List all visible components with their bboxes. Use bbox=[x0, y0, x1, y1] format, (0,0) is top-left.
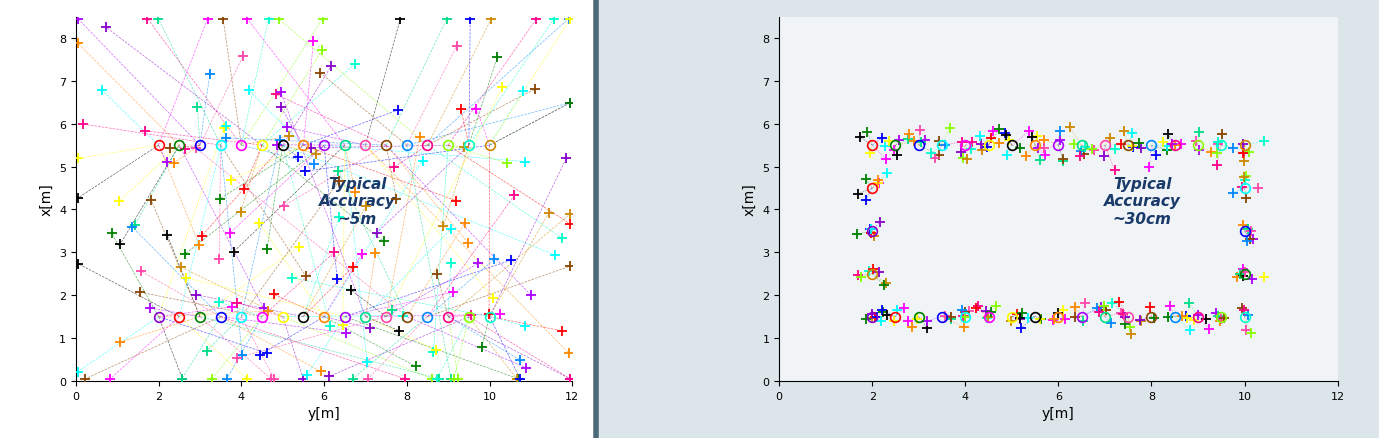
X-axis label: y[m]: y[m] bbox=[1043, 406, 1074, 420]
X-axis label: y[m]: y[m] bbox=[308, 406, 341, 420]
Text: Typical
Accuracy
~5m: Typical Accuracy ~5m bbox=[319, 177, 396, 226]
Text: Typical
Accuracy
~30cm: Typical Accuracy ~30cm bbox=[1103, 177, 1180, 226]
Y-axis label: x[m]: x[m] bbox=[743, 183, 757, 215]
Y-axis label: x[m]: x[m] bbox=[40, 183, 54, 215]
